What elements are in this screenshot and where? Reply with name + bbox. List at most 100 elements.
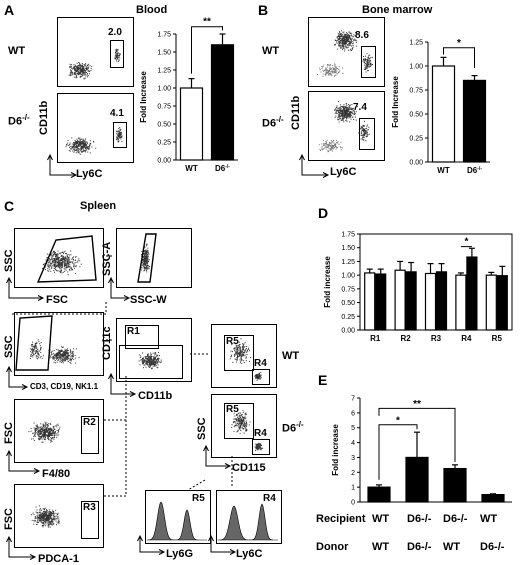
c-ly6g-label: Ly6G	[166, 548, 194, 560]
a-d6-dots	[65, 137, 97, 155]
e-recipient-label: Recipient	[316, 513, 366, 525]
c-arrow-5-head-x	[224, 463, 232, 469]
b-xtick-label-1: D6-/-	[467, 166, 482, 175]
e-ytick-label-7: 7	[351, 396, 355, 403]
d-bar-1-0	[394, 269, 406, 331]
a-ytick-label-7: 1.75	[157, 32, 171, 39]
c-wt-label: WT	[282, 350, 300, 362]
c-d6-dots-2	[254, 442, 264, 451]
c-arrow-7-head-y	[6, 535, 12, 543]
a-flow-xaxis: Ly6C	[76, 168, 103, 180]
c-arrow-1-head-y	[6, 276, 12, 284]
c-arrow-9-head-x	[229, 549, 237, 555]
c-wt-dots-2	[254, 372, 262, 381]
b-flow-d6: 7.4	[308, 91, 385, 161]
b-flow-arrow-head-y	[299, 153, 305, 161]
c-arrow-4	[110, 374, 135, 395]
b-ytick-label-1: 0.25	[409, 136, 423, 143]
b-d6-dots-3	[318, 139, 343, 153]
c-ssca-dots	[140, 243, 150, 273]
a-gate-wt	[110, 40, 124, 68]
b-flow-xaxis: Ly6C	[330, 166, 357, 178]
c-arrow-5-head-y	[203, 444, 209, 452]
a-wt-label: WT	[8, 45, 26, 57]
e-donor-1: WT	[372, 541, 390, 553]
b-d6-sup: -/-	[276, 115, 284, 124]
a-bar-0-0	[179, 87, 204, 161]
c-pdca-dots	[31, 505, 60, 528]
d-xtick-label-1: R2	[400, 334, 411, 343]
a-d6-dots-2	[115, 127, 123, 143]
c-arrow-2	[110, 278, 129, 299]
b-wt-dots	[334, 30, 358, 52]
a-flow-wt: 2.0	[57, 17, 134, 87]
b-wt-dots-2	[362, 53, 373, 73]
d-ylabel: Fold increase	[323, 256, 332, 308]
c-pdca-label: PDCA-1	[38, 553, 79, 565]
c-gate-r5-d6	[224, 403, 254, 439]
b-gate-d6	[359, 118, 375, 150]
b-ylabel: Fold Increase	[391, 76, 400, 128]
c-arrow-2-head-x	[123, 295, 131, 301]
c-arrow-2-head-y	[108, 276, 114, 284]
b-ytick-label-0: 0.00	[409, 160, 423, 167]
b-xtick-label-0: WT	[437, 166, 450, 175]
e-sig-mark-1: *	[396, 415, 400, 426]
e-donor-2: D6-/-	[407, 541, 432, 553]
c-gate-r2	[81, 416, 99, 454]
c-arrow-3-head-x	[21, 384, 29, 390]
d-sig-mark: *	[464, 236, 468, 247]
b-wt-label: WT	[262, 45, 280, 57]
d-ytick-label-2: 0.50	[341, 300, 355, 307]
e-sig-bracket-2	[378, 407, 456, 462]
c-arrow-7-head-x	[29, 554, 37, 560]
a-wt-dots	[68, 62, 93, 80]
b-flow-arrow	[301, 155, 328, 176]
c-d6-text: D6	[282, 422, 297, 435]
c-flow-pdca: R3	[14, 484, 104, 548]
c-hist-r5-label: R5	[192, 493, 205, 504]
a-xtick-label-1: D6-/-	[215, 164, 230, 173]
c-hist-ly6g-curve	[146, 501, 207, 541]
b-ytick-label-2: 0.50	[409, 112, 423, 119]
panel-letter-c: C	[4, 198, 15, 214]
c-arrow-4-head-y	[108, 372, 114, 380]
c-fsc-label-1: FSC	[46, 294, 68, 306]
a-gate-d6-value: 4.1	[110, 108, 124, 119]
panel-a-title: Blood	[136, 4, 168, 16]
c-cd115-label: CD115	[232, 462, 266, 474]
b-gate-wt-value: 8.6	[355, 30, 369, 41]
c-flow-ssca-sscw	[116, 228, 192, 288]
d-ytick-label-6: 1.50	[341, 245, 355, 252]
d-bar-3-1	[466, 256, 478, 331]
c-sscw-label: SSC-W	[130, 294, 167, 306]
b-flow-wt: 8.6	[308, 17, 385, 87]
c-gate-r5-wt	[224, 335, 254, 371]
a-sig-mark: **	[203, 17, 211, 28]
c-hist-ly6c-curve	[217, 503, 278, 541]
d-bar-1-1	[405, 271, 417, 331]
c-arrow-1	[8, 278, 43, 299]
panel-letter-a: A	[4, 2, 15, 18]
a-ytick-label-0: 0.00	[157, 158, 171, 165]
c-arrow-4-head-x	[129, 391, 137, 397]
a-ytick-label-2: 0.50	[157, 122, 171, 129]
d-ytick-label-3: 0.75	[341, 286, 355, 293]
c-flow-lineage	[14, 312, 104, 376]
c-gate-cd11b	[119, 345, 183, 379]
c-link-5	[104, 376, 127, 497]
a-bar-1-0	[210, 44, 235, 161]
panel-c-title: Spleen	[80, 200, 117, 212]
e-ytick-label-5: 5	[351, 425, 355, 432]
a-gate-wt-value: 2.0	[108, 27, 122, 38]
c-arrow-8-head-x	[158, 549, 166, 555]
c-d6-dots	[231, 410, 251, 434]
c-wt-dots	[229, 338, 252, 364]
c-gate-fsc	[36, 235, 97, 283]
a-ytick-label-1: 0.25	[157, 140, 171, 147]
e-donor-3: WT	[443, 541, 461, 553]
b-ytick-label-3: 0.75	[409, 88, 423, 95]
d-bar-3-0	[455, 274, 467, 331]
c-cd11b-label: CD11b	[138, 390, 173, 402]
b-sig-bracket	[443, 47, 475, 68]
